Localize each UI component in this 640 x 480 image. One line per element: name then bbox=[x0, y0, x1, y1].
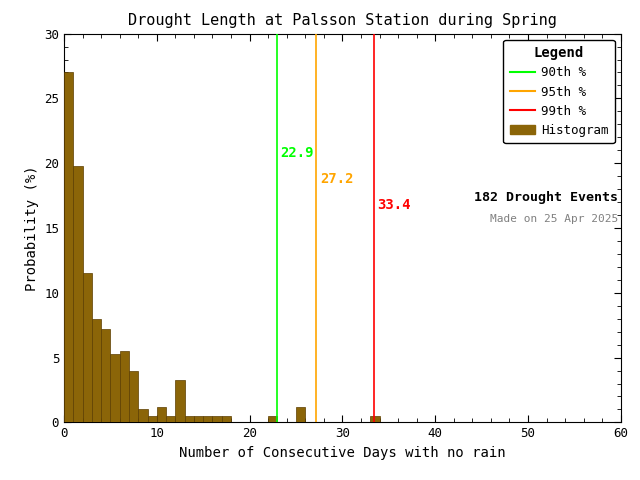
Bar bbox=[166, 416, 175, 422]
Bar bbox=[184, 416, 194, 422]
Bar bbox=[194, 416, 204, 422]
Bar bbox=[138, 409, 148, 422]
Bar bbox=[120, 351, 129, 422]
Bar bbox=[296, 407, 305, 422]
Bar bbox=[175, 380, 184, 422]
Text: 182 Drought Events: 182 Drought Events bbox=[474, 191, 618, 204]
Legend: 90th %, 95th %, 99th %, Histogram: 90th %, 95th %, 99th %, Histogram bbox=[503, 40, 614, 144]
X-axis label: Number of Consecutive Days with no rain: Number of Consecutive Days with no rain bbox=[179, 446, 506, 460]
Text: Made on 25 Apr 2025: Made on 25 Apr 2025 bbox=[490, 215, 618, 224]
Text: 33.4: 33.4 bbox=[378, 198, 411, 212]
Text: 27.2: 27.2 bbox=[320, 172, 354, 186]
Bar bbox=[370, 416, 380, 422]
Y-axis label: Probability (%): Probability (%) bbox=[24, 165, 38, 291]
Bar bbox=[222, 416, 231, 422]
Bar bbox=[212, 416, 222, 422]
Bar bbox=[73, 166, 83, 422]
Bar bbox=[64, 72, 73, 422]
Bar bbox=[111, 354, 120, 422]
Bar bbox=[129, 371, 138, 422]
Bar bbox=[268, 416, 277, 422]
Bar bbox=[83, 273, 92, 422]
Bar bbox=[204, 416, 212, 422]
Title: Drought Length at Palsson Station during Spring: Drought Length at Palsson Station during… bbox=[128, 13, 557, 28]
Bar bbox=[157, 407, 166, 422]
Bar bbox=[92, 319, 101, 422]
Bar bbox=[101, 329, 111, 422]
Bar bbox=[147, 416, 157, 422]
Text: 22.9: 22.9 bbox=[280, 146, 314, 160]
